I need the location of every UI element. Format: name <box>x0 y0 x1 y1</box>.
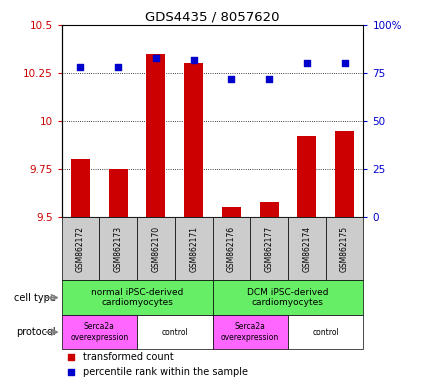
Text: Serca2a
overexpression: Serca2a overexpression <box>221 323 279 342</box>
Text: DCM iPSC-derived
cardiomyocytes: DCM iPSC-derived cardiomyocytes <box>247 288 329 307</box>
Bar <box>175 217 212 280</box>
Bar <box>71 159 90 217</box>
Text: GSM862171: GSM862171 <box>189 226 198 271</box>
Point <box>190 56 197 63</box>
Text: GSM862170: GSM862170 <box>151 225 160 272</box>
Bar <box>62 280 212 315</box>
Point <box>67 354 74 360</box>
Bar <box>260 202 278 217</box>
Text: GSM862173: GSM862173 <box>114 225 123 272</box>
Bar <box>184 63 203 217</box>
Point <box>341 60 348 66</box>
Bar <box>62 217 99 280</box>
Bar <box>212 217 250 280</box>
Bar <box>250 217 288 280</box>
Text: GSM862174: GSM862174 <box>302 225 311 272</box>
Text: cell type: cell type <box>14 293 56 303</box>
Bar <box>147 54 165 217</box>
Bar <box>137 217 175 280</box>
Bar <box>222 207 241 217</box>
Point <box>77 64 84 70</box>
Bar <box>212 280 363 315</box>
Text: transformed count: transformed count <box>83 352 173 362</box>
Point <box>67 369 74 376</box>
Text: GSM862175: GSM862175 <box>340 225 349 272</box>
Point <box>153 55 159 61</box>
Bar <box>288 315 363 349</box>
Bar <box>62 315 137 349</box>
Bar <box>99 217 137 280</box>
Bar <box>335 131 354 217</box>
Point <box>266 76 272 82</box>
Text: Serca2a
overexpression: Serca2a overexpression <box>70 323 128 342</box>
Bar <box>288 217 326 280</box>
Bar <box>212 315 288 349</box>
Text: GSM862176: GSM862176 <box>227 225 236 272</box>
Text: control: control <box>312 328 339 337</box>
Bar <box>109 169 127 217</box>
Bar <box>326 217 363 280</box>
Text: control: control <box>162 328 188 337</box>
Text: GSM862172: GSM862172 <box>76 226 85 271</box>
Text: normal iPSC-derived
cardiomyocytes: normal iPSC-derived cardiomyocytes <box>91 288 183 307</box>
Text: percentile rank within the sample: percentile rank within the sample <box>83 367 248 377</box>
Point <box>228 76 235 82</box>
Point <box>303 60 310 66</box>
Text: GSM862177: GSM862177 <box>265 225 274 272</box>
Title: GDS4435 / 8057620: GDS4435 / 8057620 <box>145 11 280 24</box>
Point <box>115 64 122 70</box>
Bar <box>137 315 212 349</box>
Bar <box>298 136 316 217</box>
Text: protocol: protocol <box>16 327 56 337</box>
